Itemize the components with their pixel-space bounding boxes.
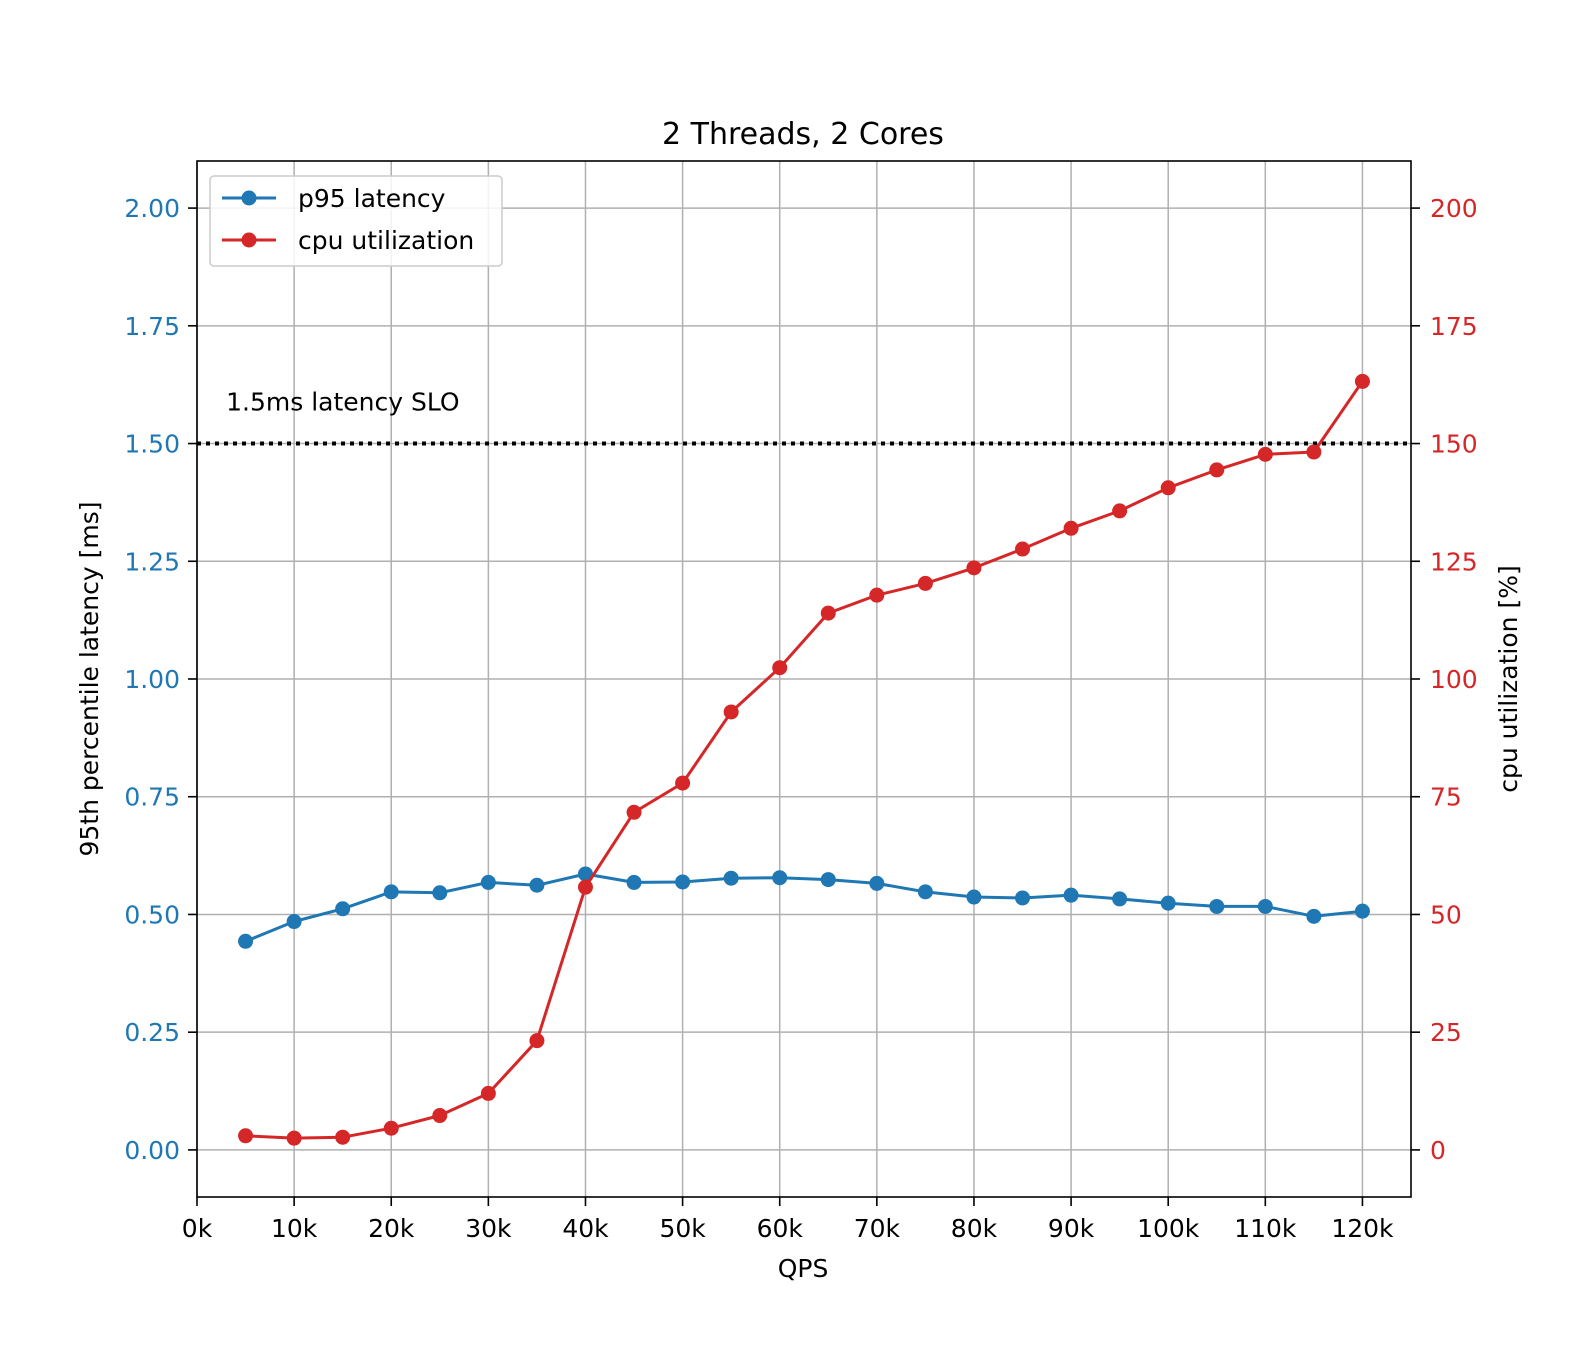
series-point-1 [1112, 891, 1128, 907]
y-left-tick-label: 0.00 [124, 1136, 180, 1165]
y-right-tick-label: 100 [1430, 665, 1478, 694]
series-point-1 [335, 901, 351, 917]
chart-title: 2 Threads, 2 Cores [662, 117, 944, 152]
series-point-2 [1354, 373, 1370, 389]
series-point-2 [238, 1128, 254, 1144]
grid-lines [196, 161, 1411, 1197]
series-point-1 [917, 884, 933, 900]
series-point-2 [772, 660, 788, 676]
series-line-2 [245, 380, 1364, 1140]
x-tick-label: 40k [562, 1214, 609, 1243]
series-point-2 [1306, 444, 1322, 460]
series-point-2 [480, 1085, 496, 1101]
series-point-1 [1209, 898, 1225, 914]
legend-label: cpu utilization [298, 226, 474, 255]
series-point-1 [432, 885, 448, 901]
series-point-1 [480, 874, 496, 890]
series-point-2 [1160, 480, 1176, 496]
series-point-2 [577, 879, 593, 895]
x-tick-label: 30k [465, 1214, 512, 1243]
x-tick-label: 0k [182, 1214, 213, 1243]
y-left-tick-label: 1.25 [124, 547, 180, 576]
legend-swatch-marker [241, 232, 257, 248]
series-point-1 [1306, 908, 1322, 924]
annotations: 1.5ms latency SLO [226, 388, 459, 417]
series-point-2 [1257, 446, 1273, 462]
series-point-1 [772, 870, 788, 886]
series-point-1 [286, 914, 302, 930]
series-line-1 [245, 872, 1363, 943]
legend-label: p95 latency [298, 184, 446, 213]
y-left-tick-label: 0.50 [124, 900, 180, 929]
series-layer [238, 373, 1370, 1146]
series-point-2 [1063, 520, 1079, 536]
series-point-2 [966, 560, 982, 576]
series-point-2 [917, 575, 933, 591]
series-point-1 [820, 872, 836, 888]
x-tick-label: 100k [1137, 1214, 1200, 1243]
series-point-1 [869, 875, 885, 891]
series-point-1 [1015, 890, 1031, 906]
legend-swatch-marker [241, 190, 257, 206]
y-left-tick-label: 1.75 [124, 312, 180, 341]
series-point-2 [1112, 503, 1128, 519]
y-axis-right-label: cpu utilization [%] [1494, 565, 1523, 792]
series-point-1 [238, 933, 254, 949]
y-axis-left: 0.00 0.25 0.50 0.75 1.00 1.25 1.50 1.75 2.00 [124, 194, 197, 1165]
x-tick-label: 80k [951, 1214, 998, 1243]
series-point-1 [383, 884, 399, 900]
series-point-1 [1160, 895, 1176, 911]
series-point-2 [869, 587, 885, 603]
y-left-tick-label: 0.25 [124, 1018, 180, 1047]
series-point-2 [1209, 462, 1225, 478]
x-tick-label: 50k [659, 1214, 706, 1243]
series-point-1 [675, 874, 691, 890]
x-tick-label: 110k [1234, 1214, 1297, 1243]
series-point-2 [383, 1120, 399, 1136]
legend: p95 latency cpu utilization [209, 175, 503, 267]
x-tick-label: 60k [757, 1214, 804, 1243]
series-point-1 [529, 877, 545, 893]
y-right-tick-label: 25 [1430, 1018, 1462, 1047]
y-axis-left-label: 95th percentile latency [ms] [75, 501, 104, 856]
y-right-tick-label: 75 [1430, 783, 1462, 812]
x-axis-label: QPS [778, 1254, 829, 1283]
y-right-tick-label: 150 [1430, 430, 1478, 459]
y-left-tick-label: 0.75 [124, 783, 180, 812]
x-tick-label: 20k [368, 1214, 415, 1243]
y-left-tick-label: 1.50 [124, 430, 180, 459]
x-axis: 0k 10k 20k 30k 40k 50k 60k 70k 80k 90k 100k 110k 120… [182, 1197, 1394, 1243]
series-point-1 [1063, 887, 1079, 903]
series-point-1 [1257, 898, 1273, 914]
series-point-1 [966, 889, 982, 905]
x-tick-label: 120k [1331, 1214, 1394, 1243]
series-point-2 [675, 775, 691, 791]
series-point-2 [432, 1108, 448, 1124]
y-left-tick-label: 2.00 [124, 194, 180, 223]
x-tick-label: 70k [854, 1214, 901, 1243]
series-point-2 [529, 1033, 545, 1049]
y-axis-right: 0 25 50 75 100 125 150 175 200 [1411, 194, 1478, 1165]
y-right-tick-label: 175 [1430, 312, 1478, 341]
series-point-2 [335, 1129, 351, 1145]
series-point-2 [286, 1130, 302, 1146]
series-point-2 [723, 704, 739, 720]
y-right-tick-label: 125 [1430, 547, 1478, 576]
y-left-tick-label: 1.00 [124, 665, 180, 694]
y-right-tick-label: 50 [1430, 900, 1462, 929]
x-tick-label: 90k [1048, 1214, 1095, 1243]
x-tick-label: 10k [271, 1214, 318, 1243]
series-point-2 [626, 804, 642, 820]
series-point-1 [626, 874, 642, 890]
series-point-2 [820, 605, 836, 621]
annotation-text: 1.5ms latency SLO [226, 388, 459, 417]
series-point-1 [1354, 903, 1370, 919]
y-right-tick-label: 0 [1430, 1136, 1446, 1165]
series-point-1 [723, 870, 739, 886]
series-point-1 [577, 866, 593, 882]
series-point-2 [1015, 541, 1031, 557]
legend-box [209, 175, 503, 267]
y-right-tick-label: 200 [1430, 194, 1478, 223]
